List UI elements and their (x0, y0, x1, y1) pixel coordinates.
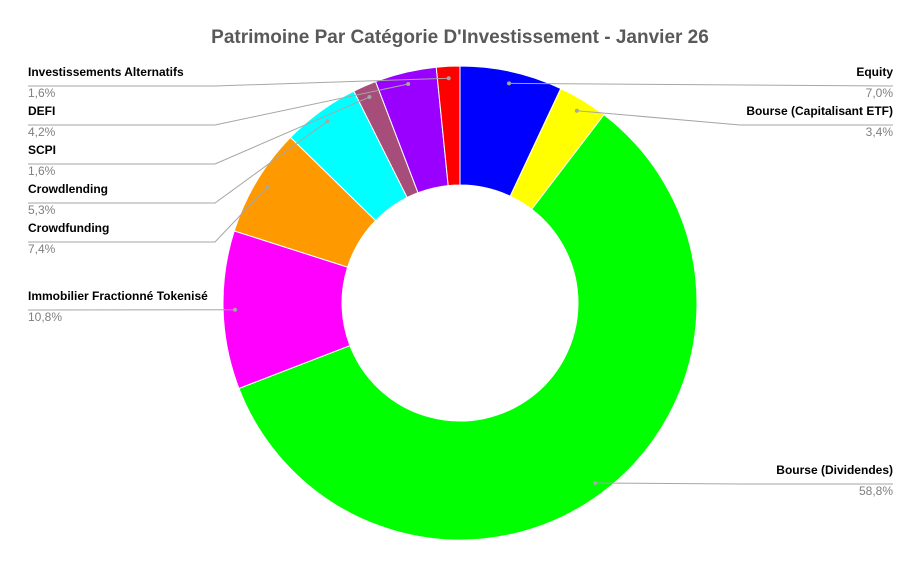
donut-slice (238, 114, 698, 541)
category-label: Crowdlending (28, 182, 108, 196)
leader-line (576, 110, 893, 126)
value-label: 7,4% (28, 242, 56, 256)
leader-line (28, 77, 449, 87)
category-label: DEFI (28, 104, 55, 118)
category-label: SCPI (28, 143, 56, 157)
value-label: 7,0% (866, 86, 894, 100)
leader-line (28, 96, 370, 165)
category-label: Bourse (Dividendes) (776, 463, 893, 477)
value-label: 58,8% (859, 484, 893, 498)
value-label: 3,4% (866, 125, 894, 139)
category-label: Equity (856, 65, 893, 79)
leader-line (509, 82, 894, 87)
leader-dot (574, 108, 579, 113)
leader-dot (233, 307, 238, 312)
donut-slice (435, 65, 461, 187)
value-label: 1,6% (28, 164, 56, 178)
chart-title: Patrimoine Par Catégorie D'Investissemen… (211, 27, 709, 48)
leader-line (28, 83, 409, 126)
value-label: 1,6% (28, 86, 56, 100)
leader-line (594, 482, 893, 485)
leader-dot (446, 76, 451, 81)
value-label: 5,3% (28, 203, 56, 217)
leader-line (28, 186, 268, 243)
value-label: 4,2% (28, 125, 56, 139)
leader-dot (507, 81, 512, 86)
leader-dot (265, 185, 270, 190)
category-label: Bourse (Capitalisant ETF) (746, 104, 893, 118)
leader-dot (406, 82, 411, 87)
category-label: Crowdfunding (28, 221, 109, 235)
leader-dot (592, 481, 597, 486)
category-label: Investissements Alternatifs (28, 65, 184, 79)
value-label: 10,8% (28, 310, 62, 324)
leader-dot (325, 119, 330, 124)
leader-line (28, 120, 328, 204)
category-label: Immobilier Fractionné Tokenisé (28, 289, 208, 303)
leader-dot (367, 95, 372, 100)
